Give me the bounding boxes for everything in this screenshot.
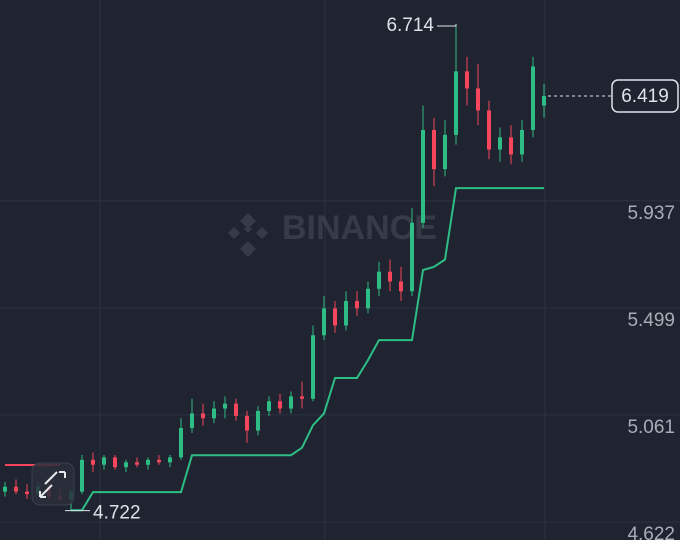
- y-tick-label: 5.937: [627, 203, 675, 224]
- candle-body: [388, 271, 392, 282]
- candle-body: [25, 491, 29, 495]
- candle-body: [234, 403, 238, 416]
- y-tick-label: 5.061: [627, 417, 675, 438]
- candle-body: [377, 271, 381, 289]
- candle-body: [421, 129, 425, 223]
- candle-body: [80, 459, 84, 492]
- candle-body: [366, 288, 370, 309]
- candle-body: [498, 137, 502, 150]
- candle-body: [146, 459, 150, 465]
- candle-body: [344, 301, 348, 326]
- candle-body: [454, 71, 458, 135]
- candle-body: [520, 129, 524, 155]
- candle-body: [267, 401, 271, 411]
- candle-body: [355, 301, 359, 309]
- candle-body: [399, 281, 403, 292]
- expand-icon: [39, 471, 66, 498]
- candle-body: [14, 486, 18, 492]
- y-tick-label: 5.499: [627, 310, 675, 331]
- expand-button[interactable]: [31, 462, 75, 506]
- supertrend-line: [71, 187, 544, 512]
- candle-body: [531, 66, 535, 130]
- candle-body: [278, 401, 282, 409]
- candle-body: [124, 462, 128, 468]
- candle-body: [311, 335, 315, 399]
- candle-body: [102, 457, 106, 465]
- candle-body: [212, 408, 216, 419]
- candle-body: [443, 134, 447, 170]
- candle-body: [432, 129, 436, 170]
- candle-body: [256, 410, 260, 431]
- candle-body: [322, 308, 326, 336]
- low-marker-label: 4.722: [93, 503, 141, 524]
- candle-body: [135, 462, 139, 465]
- y-tick-label: 4.622: [627, 524, 675, 540]
- last-price-label: 6.419: [621, 86, 669, 107]
- last-price-box: [611, 79, 679, 113]
- candle-body: [223, 403, 227, 409]
- candle-body: [476, 88, 480, 111]
- high-marker-label: 6.714: [386, 15, 434, 36]
- candle-body: [509, 137, 513, 155]
- candle-body: [333, 308, 337, 326]
- watermark-logo: [228, 213, 268, 257]
- candle-body: [113, 457, 117, 468]
- candle-body: [300, 396, 304, 399]
- candle-body: [487, 110, 491, 150]
- candle-body: [245, 415, 249, 431]
- candle-body: [3, 486, 7, 492]
- candle-body: [289, 396, 293, 409]
- candle-body: [179, 428, 183, 458]
- candle-body: [465, 71, 469, 89]
- candle-body: [190, 413, 194, 429]
- candle-body: [157, 459, 161, 463]
- candle-body: [91, 459, 95, 465]
- candle-body: [201, 413, 205, 419]
- candle-body: [410, 222, 414, 292]
- candle-body: [542, 96, 546, 106]
- high-marker-line: [437, 23, 457, 27]
- candle-body: [168, 457, 172, 463]
